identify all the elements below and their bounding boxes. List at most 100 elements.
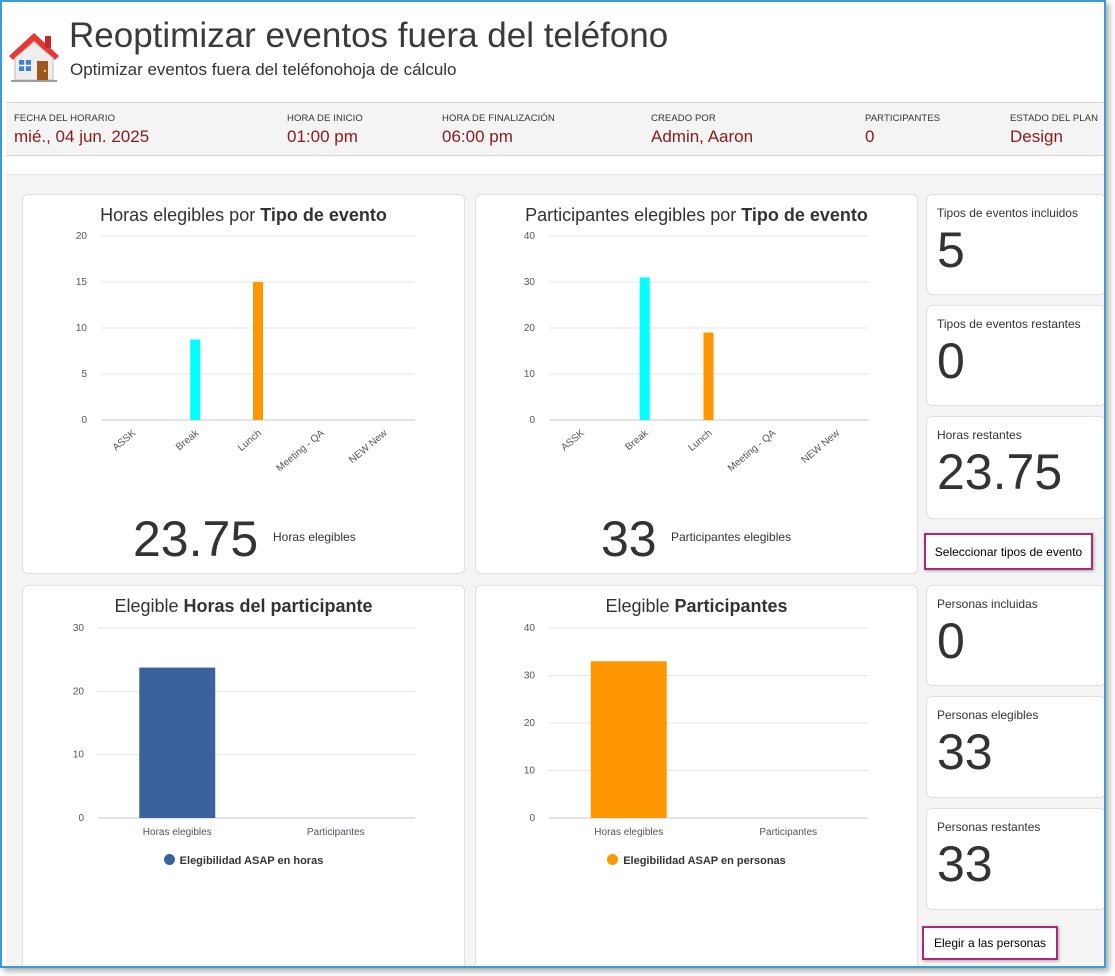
house-icon xyxy=(9,33,59,82)
stat-value: 0 xyxy=(937,613,965,669)
stat-hours-remaining: Horas restantes 23.75 xyxy=(926,416,1104,519)
stat-value: 33 xyxy=(937,836,993,892)
chart-hours-by-type: 0 5 10 15 20 ASSK Break Lunch Meeting - QA NEW Ne… xyxy=(76,231,415,475)
x-tick-label: Lunch xyxy=(236,428,264,454)
info-label: HORA DE INICIO xyxy=(287,113,363,124)
info-end-time: HORA DE FINALIZACIÓN 06:00 pm xyxy=(442,113,555,147)
stat-event-types-included: Tipos de eventos incluidos 5 xyxy=(926,194,1104,295)
y-tick-label: 10 xyxy=(524,766,536,777)
stat-label: Personas elegibles xyxy=(937,708,1039,722)
y-tick-label: 0 xyxy=(529,415,535,426)
y-tick-label: 5 xyxy=(81,369,87,380)
eligible-participants-label: Participantes elegibles xyxy=(671,530,792,544)
y-tick-label: 20 xyxy=(73,686,85,697)
x-tick-label: Meeting - QA xyxy=(275,428,327,475)
y-tick-label: 20 xyxy=(76,231,88,242)
chart-title: Horas elegibles por Tipo de evento xyxy=(100,205,387,225)
stat-people-remaining: Personas restantes 33 xyxy=(926,808,1104,910)
eligible-hours-total: 23.75 xyxy=(133,511,259,567)
chart-participants-by-type: 0 10 20 30 40 ASSK Break Lunch Meeting - QA NEW N… xyxy=(524,231,868,475)
stat-label: Personas incluidas xyxy=(937,597,1038,611)
stat-event-types-remaining: Tipos de eventos restantes 0 xyxy=(926,305,1104,406)
x-tick-label: Participantes xyxy=(307,827,365,838)
info-schedule-date: FECHA DEL HORARIO mié., 04 jun. 2025 xyxy=(14,113,149,147)
info-label: ESTADO DEL PLAN xyxy=(1010,113,1099,124)
stat-value: 0 xyxy=(937,333,965,389)
chart-card-hours-by-type: Horas elegibles por Tipo de evento 0 5 10 1… xyxy=(22,194,465,574)
info-value: 0 xyxy=(865,127,875,146)
chart-title: Elegible Horas del participante xyxy=(114,596,373,616)
y-tick-label: 10 xyxy=(76,323,88,334)
legend-label: Elegibilidad ASAP en personas xyxy=(623,855,786,867)
stat-people-eligible: Personas elegibles 33 xyxy=(926,696,1104,798)
legend-label: Elegibilidad ASAP en horas xyxy=(179,855,324,867)
x-tick-label: Horas elegibles xyxy=(143,827,212,838)
x-tick-label: Break xyxy=(624,427,652,453)
eligible-participants-total: 33 xyxy=(601,511,657,567)
y-tick-label: 10 xyxy=(73,750,85,761)
info-value: 01:00 pm xyxy=(287,127,358,146)
y-tick-label: 0 xyxy=(78,813,84,824)
x-tick-label: Lunch xyxy=(686,428,714,454)
stat-value: 5 xyxy=(937,222,965,278)
dashboard-content: Horas elegibles por Tipo de evento 0 5 10 1… xyxy=(6,174,1104,966)
bar xyxy=(253,282,263,420)
y-tick-label: 20 xyxy=(524,323,536,334)
info-participants: PARTICIPANTES 0 xyxy=(865,113,940,147)
stat-label: Horas restantes xyxy=(937,428,1022,442)
x-tick-label: Participantes xyxy=(759,827,817,838)
select-event-types-button[interactable]: Seleccionar tipos de evento xyxy=(924,533,1093,570)
chart-title: Participantes elegibles por Tipo de even… xyxy=(525,205,868,225)
x-tick-label: NEW New xyxy=(347,427,390,466)
x-tick-label: ASSK xyxy=(559,428,587,454)
chart-card-participants: Elegible Participantes 0 10 20 30 40 Horas el… xyxy=(475,585,918,966)
stat-label: Tipos de eventos incluidos xyxy=(937,206,1078,220)
info-label: CREADO POR xyxy=(651,113,716,124)
legend-dot-icon xyxy=(607,854,619,865)
stat-value: 33 xyxy=(937,724,993,780)
page-header: Reoptimizar eventos fuera del teléfono O… xyxy=(2,2,1104,102)
info-label: FECHA DEL HORARIO xyxy=(14,113,116,124)
chart-legend[interactable]: Elegibilidad ASAP en horas xyxy=(23,854,464,867)
chart-participant-hours: 0 10 20 30 Horas elegibles Participantes xyxy=(73,623,415,838)
bar xyxy=(639,277,650,420)
schedule-info-bar: FECHA DEL HORARIO mié., 04 jun. 2025 HOR… xyxy=(6,102,1104,156)
y-tick-label: 10 xyxy=(524,369,536,380)
y-tick-label: 30 xyxy=(524,671,536,682)
x-tick-label: Meeting - QA xyxy=(726,428,778,475)
x-tick-label: Break xyxy=(174,427,202,453)
page-title: Reoptimizar eventos fuera del teléfono xyxy=(69,16,669,55)
y-tick-label: 0 xyxy=(529,813,535,824)
info-value: Design xyxy=(1010,127,1063,146)
bar xyxy=(590,661,667,818)
y-tick-label: 30 xyxy=(524,277,536,288)
bar xyxy=(703,332,714,420)
page-subtitle: Optimizar eventos fuera del teléfonohoja… xyxy=(70,60,457,79)
y-tick-label: 40 xyxy=(524,231,536,242)
chart-card-participants-by-type: Participantes elegibles por Tipo de even… xyxy=(475,194,918,574)
bar xyxy=(190,339,201,420)
chart-legend[interactable]: Elegibilidad ASAP en personas xyxy=(476,854,917,867)
legend-dot-icon xyxy=(163,854,175,865)
stat-label: Tipos de eventos restantes xyxy=(937,317,1081,331)
info-value: 06:00 pm xyxy=(442,127,513,146)
info-created-by: CREADO POR Admin, Aaron xyxy=(651,113,753,147)
y-tick-label: 30 xyxy=(73,623,85,634)
y-tick-label: 20 xyxy=(524,718,536,729)
y-tick-label: 0 xyxy=(81,415,87,426)
stat-label: Personas restantes xyxy=(937,820,1041,834)
stat-value: 23.75 xyxy=(937,444,1063,500)
y-tick-label: 40 xyxy=(524,623,536,634)
choose-people-button[interactable]: Elegir a las personas xyxy=(922,926,1058,960)
info-value: Admin, Aaron xyxy=(651,127,754,146)
bar xyxy=(139,667,216,818)
chart-participants: 0 10 20 30 40 Horas elegibles Participantes xyxy=(524,623,868,838)
info-value: mié., 04 jun. 2025 xyxy=(14,127,150,146)
info-plan-status: ESTADO DEL PLAN Design xyxy=(1010,113,1098,147)
eligible-hours-label: Horas elegibles xyxy=(273,530,356,544)
x-tick-label: ASSK xyxy=(111,428,139,454)
x-tick-label: NEW New xyxy=(800,427,843,466)
info-start-time: HORA DE INICIO 01:00 pm xyxy=(287,113,363,147)
stat-people-included: Personas incluidas 0 xyxy=(926,585,1104,686)
